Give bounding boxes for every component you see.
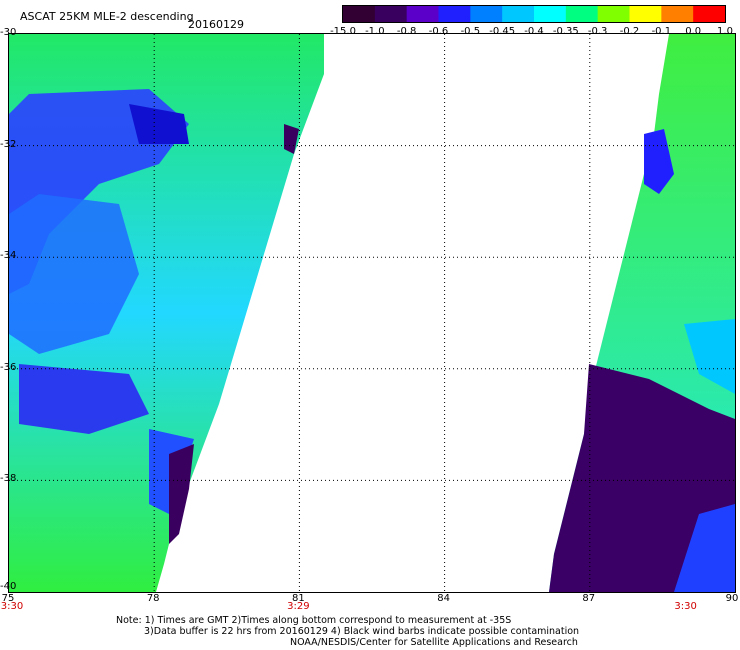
colorbar-label: -0.35 <box>552 26 579 37</box>
latitude-label: -34 <box>0 250 17 262</box>
colorbar-segment <box>565 6 599 22</box>
colorbar-label: -0.8 <box>396 26 417 37</box>
latitude-label: -38 <box>0 473 17 485</box>
colorbar-label: -0.4 <box>524 26 544 37</box>
colorbar-segment <box>693 6 725 22</box>
map-date: 20160129 <box>188 18 244 31</box>
longitude-label: 75 <box>1 593 15 604</box>
longitude-label: 81 <box>292 593 305 604</box>
colorbar-label: 0.0 <box>685 26 702 37</box>
grid-lines <box>9 34 735 592</box>
left-swath-purple-edge <box>169 124 299 544</box>
colorbar-segment <box>629 6 662 22</box>
colorbar-segment <box>661 6 694 22</box>
note-line-2: 3)Data buffer is 22 hrs from 20160129 4)… <box>144 626 580 637</box>
colorbar-label: -0.3 <box>587 26 608 37</box>
colorbar-label: -0.5 <box>460 26 481 37</box>
longitude-label: 84 <box>437 593 450 604</box>
colorbar-segment <box>502 6 535 22</box>
colorbar-segment <box>438 6 471 22</box>
colorbar-segment <box>343 6 376 22</box>
time-label: 3:29 <box>287 601 310 612</box>
right-swath-blue-corner <box>674 504 735 592</box>
time-label: 3:30 <box>0 601 24 612</box>
note-line-3: NOAA/NESDIS/Center for Satellite Applica… <box>290 637 578 648</box>
latitude-label: -32 <box>0 138 17 150</box>
longitude-label: 90 <box>725 593 739 604</box>
latitude-label: -30 <box>0 27 17 38</box>
time-label: 3:30 <box>674 601 697 612</box>
map-plot <box>8 33 736 593</box>
colorbar-label: -1.0 <box>365 26 385 37</box>
note-line-1: Note: 1) Times are GMT 2)Times along bot… <box>116 615 512 626</box>
right-swath-blue-regions <box>644 129 735 394</box>
latitude-label: -36 <box>0 361 17 373</box>
colorbar-segment <box>534 6 567 22</box>
colorbar-segment <box>597 6 630 22</box>
colorbar-label: -0.6 <box>428 26 449 37</box>
colorbar-segment <box>374 6 408 22</box>
map-title: ASCAT 25KM MLE-2 descending <box>20 10 194 23</box>
left-swath-blue-regions <box>9 89 194 514</box>
longitude-label: 87 <box>582 593 596 604</box>
right-swath-purple-region <box>549 364 735 592</box>
colorbar-label: 1.0 <box>717 26 733 37</box>
colorbar-label: -15.0 <box>330 26 356 37</box>
latitude-label: -40 <box>0 581 17 592</box>
longitude-label: 78 <box>146 593 160 604</box>
colorbar-label: -0.45 <box>489 26 516 37</box>
colorbar-label: -0.2 <box>619 26 640 37</box>
colorbar <box>342 5 726 23</box>
colorbar-label: -0.1 <box>651 26 672 37</box>
colorbar-segment <box>406 6 439 22</box>
colorbar-segment <box>470 6 503 22</box>
